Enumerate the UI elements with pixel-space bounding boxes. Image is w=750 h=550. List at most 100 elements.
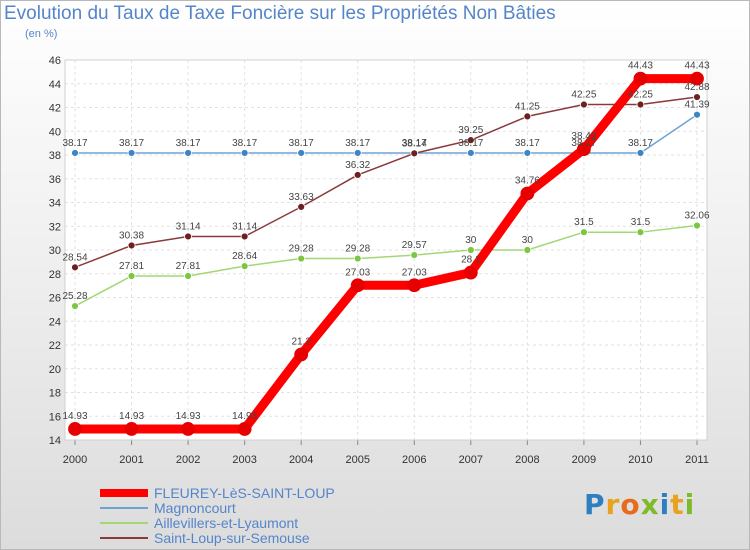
data-label: 27.03 (345, 267, 370, 278)
x-tick-label: 2009 (572, 454, 596, 466)
data-point (636, 100, 645, 109)
data-label: 41.25 (515, 101, 540, 112)
data-label: 38.49 (571, 131, 596, 142)
data-point (127, 272, 136, 280)
data-label: 30 (465, 235, 477, 246)
legend-swatch (100, 537, 148, 539)
data-point (636, 149, 645, 157)
x-tick-label: 2002 (176, 454, 200, 466)
data-label: 44.43 (628, 61, 653, 72)
y-tick-label: 42 (49, 103, 61, 115)
data-label: 36.32 (345, 160, 370, 171)
data-label: 31.5 (574, 217, 594, 228)
data-point (184, 149, 192, 157)
proxiti-logo: Proxiti (584, 488, 695, 521)
data-label: 38.14 (402, 138, 427, 149)
data-label: 38.17 (628, 138, 653, 149)
data-point (577, 142, 591, 157)
series-line-3 (70, 74, 702, 434)
data-label: 28.1 (461, 255, 481, 266)
x-tick-label: 2011 (685, 454, 709, 466)
data-point (636, 228, 645, 237)
data-label: 42.25 (571, 90, 596, 101)
logo-letter: o (620, 488, 641, 521)
data-point (693, 93, 701, 101)
data-point (520, 186, 535, 201)
data-label: 38.17 (119, 138, 144, 149)
x-tick-label: 2005 (345, 454, 369, 466)
data-point (410, 149, 419, 158)
y-tick-label: 24 (49, 316, 61, 328)
data-label: 41.39 (684, 100, 709, 111)
data-point (466, 136, 475, 145)
data-label: 14.93 (62, 411, 87, 422)
chart-title: Evolution du Taux de Taxe Foncière sur l… (4, 3, 556, 24)
y-tick-label: 46 (49, 55, 61, 67)
x-tick-label: 2000 (63, 454, 87, 466)
data-label: 29.28 (345, 244, 370, 255)
logo-letter: i (659, 488, 671, 521)
data-label: 31.5 (631, 217, 651, 228)
data-label: 38.17 (232, 138, 257, 149)
line-chart: 14 16 18 20 22 24 26 28 30 32 34 36 38 40 42 44 46 2000 20… (49, 55, 710, 466)
logo-letter: i (684, 488, 696, 521)
data-point (181, 422, 195, 436)
y-tick-label: 34 (49, 198, 61, 210)
legend-swatch (100, 489, 148, 497)
data-label: 38.17 (345, 138, 370, 149)
data-label: 14.93 (119, 411, 144, 422)
legend-swatch (100, 522, 148, 524)
data-point (240, 149, 249, 157)
data-label: 21.2 (291, 337, 311, 348)
data-point (297, 202, 306, 211)
y-tick-label: 14 (49, 435, 61, 447)
data-point (353, 149, 362, 157)
plot-border (64, 59, 708, 441)
data-label: 42.88 (684, 82, 709, 93)
data-point (353, 171, 362, 179)
data-point (124, 422, 139, 436)
data-label: 38.17 (458, 138, 483, 149)
data-point (237, 422, 252, 436)
data-label: 14.93 (232, 411, 257, 422)
data-label: 38.17 (571, 138, 596, 149)
data-label: 38.17 (176, 138, 201, 149)
series-line-1 (74, 224, 698, 307)
data-point (184, 232, 192, 241)
data-label: 31.14 (232, 221, 257, 232)
data-point (127, 149, 136, 157)
y-tick-label: 36 (49, 174, 61, 186)
logo-letter: t (670, 488, 685, 521)
data-label: 28.54 (62, 252, 87, 263)
data-point (466, 149, 475, 157)
data-point (184, 272, 192, 280)
data-label: 27.03 (402, 267, 427, 278)
x-tick-label: 2006 (402, 454, 426, 466)
y-tick-label: 40 (49, 126, 61, 138)
x-tick-label: 2001 (119, 454, 143, 466)
data-point (71, 149, 79, 157)
y-tick-label: 20 (49, 364, 61, 376)
data-point (633, 71, 648, 86)
data-point (297, 149, 306, 157)
data-point (350, 278, 365, 293)
data-label: 14.93 (176, 411, 201, 422)
data-label: 34.76 (515, 175, 540, 186)
legend-label: Magnoncourt (154, 500, 236, 516)
data-point (68, 422, 82, 436)
y-tick-label: 18 (49, 388, 61, 400)
y-tick-label: 30 (49, 245, 61, 257)
data-label: 39.25 (458, 125, 483, 136)
y-tick-label: 38 (49, 150, 61, 162)
data-label: 38.17 (62, 138, 87, 149)
data-point (580, 100, 588, 109)
data-point (240, 232, 249, 241)
logo-letter: r (605, 488, 621, 521)
y-tick-label: 22 (49, 340, 61, 352)
y-tick-label: 32 (49, 221, 61, 233)
data-point (463, 265, 478, 280)
x-tick-label: 2010 (628, 454, 652, 466)
x-tick-label: 2008 (515, 454, 539, 466)
y-tick-label: 26 (49, 293, 61, 305)
data-point (580, 228, 588, 237)
